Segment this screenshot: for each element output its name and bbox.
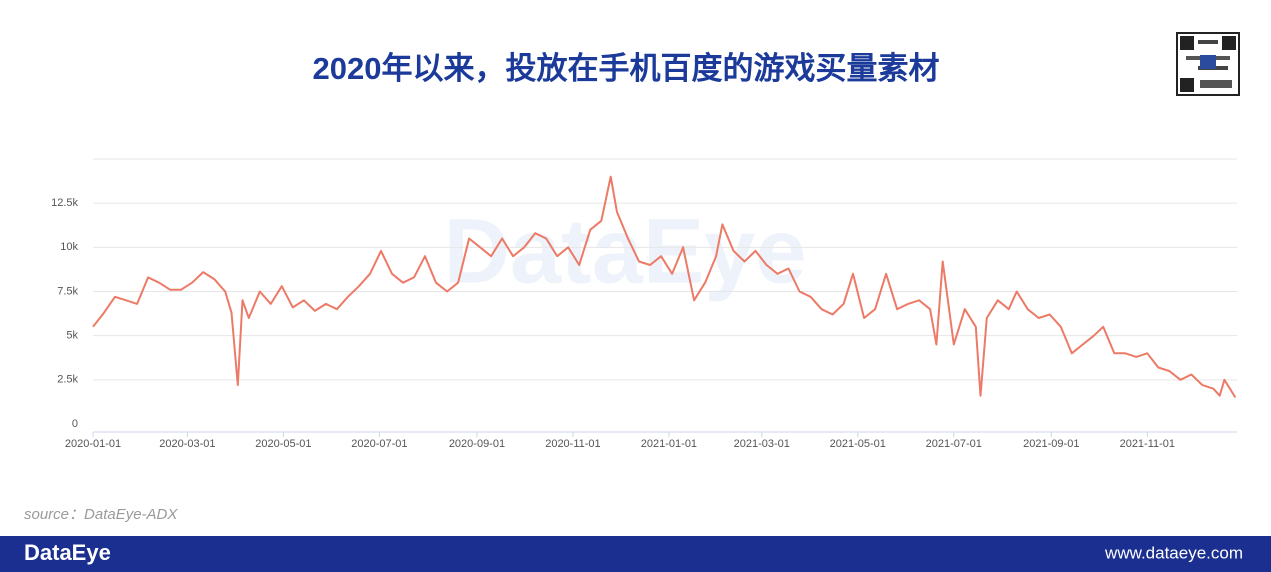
x-tick-label: 2020-01-01 bbox=[65, 438, 121, 450]
footer-brand: DataEye bbox=[24, 540, 111, 565]
x-tick-label: 2021-05-01 bbox=[830, 438, 886, 450]
y-tick-label: 5k bbox=[66, 330, 78, 342]
footer-band bbox=[0, 536, 1271, 572]
y-tick-label: 12.5k bbox=[51, 197, 78, 209]
qr-code bbox=[1176, 32, 1240, 96]
x-tick-label: 2020-03-01 bbox=[159, 438, 215, 450]
x-tick-label: 2021-11-01 bbox=[1120, 438, 1175, 450]
y-tick-label: 7.5k bbox=[57, 285, 78, 297]
x-tick-label: 2021-07-01 bbox=[926, 438, 982, 450]
y-tick-label: 0 bbox=[72, 418, 78, 430]
watermark: DataEye bbox=[443, 200, 806, 302]
chart-title: 2020年以来，投放在手机百度的游戏买量素材 bbox=[313, 51, 940, 86]
x-tick-label: 2021-03-01 bbox=[734, 438, 790, 450]
x-tick-label: 2021-09-01 bbox=[1023, 438, 1079, 450]
x-tick-label: 2020-09-01 bbox=[449, 438, 505, 450]
footer-url: www.dataeye.com bbox=[1104, 543, 1243, 562]
y-tick-label: 2.5k bbox=[57, 374, 78, 386]
y-tick-label: 10k bbox=[60, 241, 78, 253]
x-tick-label: 2020-11-01 bbox=[545, 438, 600, 450]
data-line bbox=[92, 175, 1237, 399]
x-tick-label: 2021-01-01 bbox=[641, 438, 697, 450]
source: source：DataEye-ADX bbox=[24, 506, 178, 523]
x-tick-label: 2020-05-01 bbox=[255, 438, 311, 450]
x-tick-label: 2020-07-01 bbox=[351, 438, 407, 450]
